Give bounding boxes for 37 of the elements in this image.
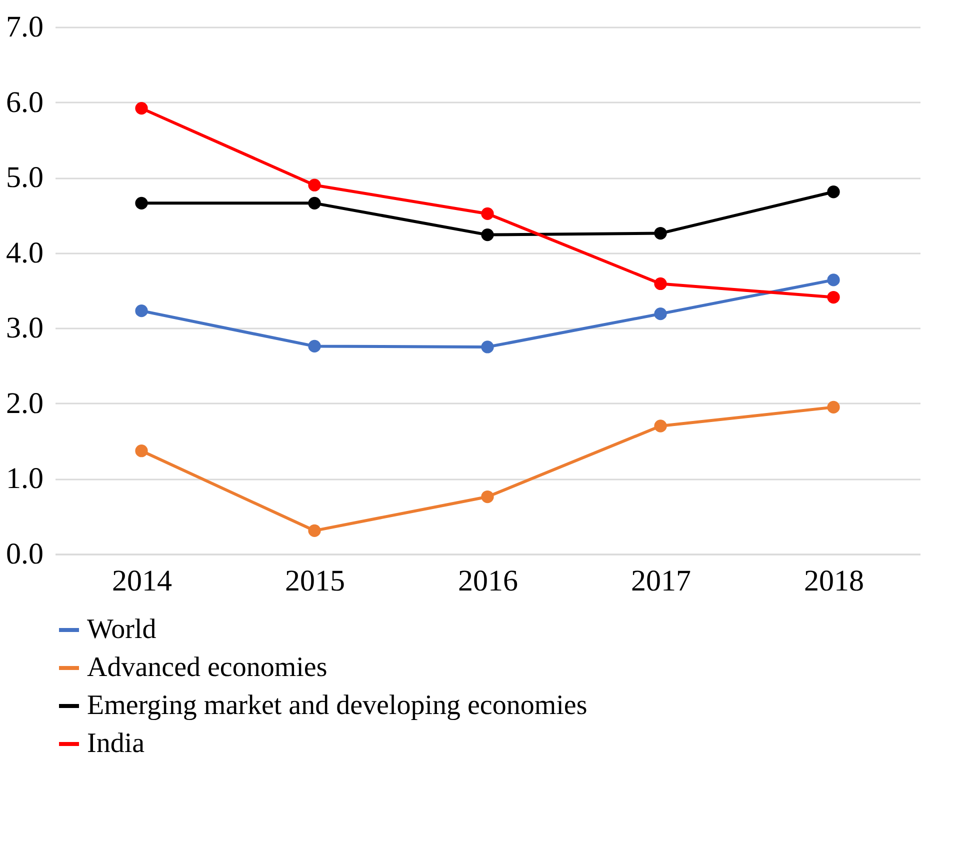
- point: [135, 102, 148, 115]
- x-tick-label: 2014: [112, 564, 172, 598]
- y-tick-label: 6.0: [6, 86, 44, 119]
- y-tick-label: 1.0: [6, 462, 44, 496]
- y-tick-label: 0.0: [6, 538, 44, 570]
- point: [308, 524, 321, 537]
- legend-label: India: [87, 728, 146, 759]
- point: [654, 277, 667, 290]
- point: [827, 186, 840, 198]
- point: [481, 340, 494, 354]
- y-tick-label: 3.0: [6, 312, 44, 345]
- point: [308, 178, 321, 192]
- legend-label: Emerging market and developing economies: [87, 690, 588, 721]
- point: [135, 444, 148, 458]
- x-tick-label: 2017: [631, 564, 691, 598]
- legend-label: Advanced economies: [87, 652, 328, 683]
- point: [135, 196, 148, 210]
- point: [827, 274, 840, 286]
- point: [654, 308, 667, 320]
- point: [827, 400, 840, 414]
- point: [308, 340, 321, 353]
- y-tick-label: 2.0: [6, 386, 44, 420]
- y-tick-label: 4.0: [6, 236, 44, 270]
- x-tick-label: 2018: [804, 564, 864, 598]
- y-tick-label: 7.0: [6, 10, 44, 44]
- point: [481, 490, 494, 504]
- point: [654, 420, 667, 432]
- x-tick-label: 2015: [285, 564, 345, 598]
- point: [827, 290, 840, 304]
- point: [481, 228, 494, 242]
- point: [654, 226, 667, 240]
- y-tick-label: 5.0: [6, 161, 44, 194]
- point: [308, 196, 321, 210]
- legend-label: World: [87, 614, 156, 645]
- point: [481, 207, 494, 220]
- x-tick-label: 2016: [458, 564, 518, 598]
- point: [135, 304, 148, 318]
